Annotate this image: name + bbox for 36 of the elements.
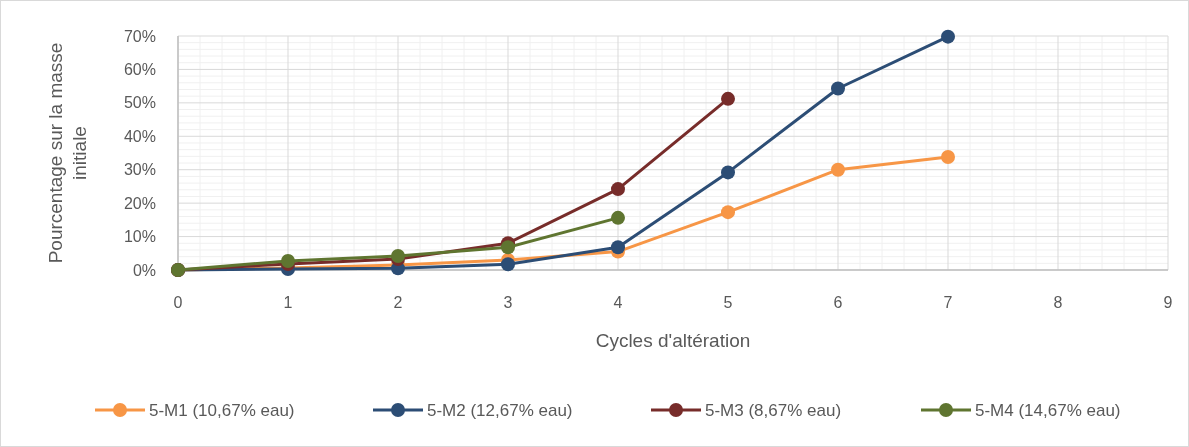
x-tick-label: 3 — [503, 294, 513, 311]
y-tick-label: 70% — [123, 27, 156, 45]
x-tick-label: 4 — [613, 294, 623, 311]
x-tick-label: 9 — [1163, 294, 1173, 311]
point — [501, 257, 515, 272]
point — [831, 81, 845, 96]
legend-label: 5-M2 (12,67% eau) — [427, 400, 573, 420]
point — [721, 165, 735, 180]
y-tick-label: 20% — [123, 194, 156, 212]
point — [611, 210, 625, 225]
legend-label: 5-M1 (10,67% eau) — [149, 400, 295, 420]
y-tick-label: 0% — [132, 261, 156, 279]
y-tick-label: 30% — [123, 161, 156, 179]
point — [941, 29, 955, 44]
x-tick-label: 2 — [393, 294, 403, 311]
x-tick-label: 1 — [283, 294, 293, 311]
y-tick-label: 50% — [123, 94, 156, 112]
legend-label: 5-M4 (14,67% eau) — [975, 400, 1121, 420]
point — [831, 162, 845, 177]
point — [611, 240, 625, 255]
y-axis-title: Pourcentage sur la masse initiale — [45, 42, 90, 264]
point — [941, 150, 955, 165]
x-tick-label: 8 — [1053, 294, 1063, 311]
point — [501, 240, 515, 255]
legend-label: 5-M3 (8,67% eau) — [705, 400, 842, 420]
y-tick-label: 60% — [123, 61, 156, 79]
y-tick-label: 10% — [123, 228, 156, 246]
x-axis-title: Cycles d'altération — [595, 330, 751, 351]
x-tick-label: 6 — [833, 294, 843, 311]
x-tick-label: 0 — [173, 294, 183, 311]
x-tick-label: 5 — [723, 294, 733, 311]
point — [611, 182, 625, 197]
y-tick-label: 40% — [123, 127, 156, 145]
point — [721, 205, 735, 220]
x-tick-label: 7 — [943, 294, 953, 311]
point — [721, 91, 735, 106]
